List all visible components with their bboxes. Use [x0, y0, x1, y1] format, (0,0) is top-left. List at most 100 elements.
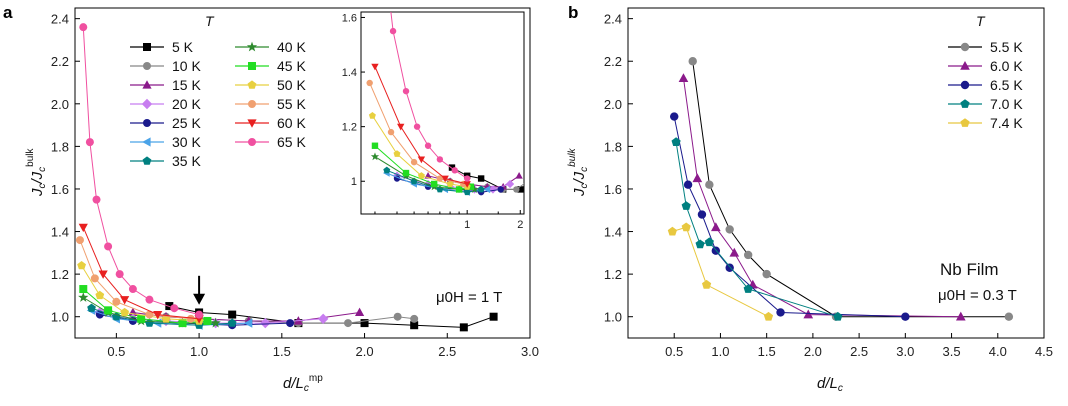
data-point [260, 317, 271, 329]
inset-data-point [463, 188, 471, 196]
legend-label: 55 K [277, 96, 306, 112]
data-point [78, 223, 88, 233]
data-point [702, 279, 712, 289]
inset-data-point [417, 172, 425, 179]
data-point [705, 180, 714, 189]
inset-data-point [397, 123, 405, 131]
panel-b-x-label: d/Lc [817, 375, 843, 394]
series-60-k [78, 223, 204, 324]
inset-data-point [463, 181, 471, 188]
data-point [120, 296, 130, 305]
legend-entry: 5.5 K [948, 39, 1023, 55]
inset-data-point [387, 128, 395, 136]
inset-series-65-k [389, 12, 471, 182]
panel-a-series [75, 23, 498, 332]
data-point [227, 318, 237, 327]
inset-data-point [436, 156, 444, 163]
legend-label: 25 K [172, 115, 201, 131]
legend-entry: 15 K [130, 77, 201, 93]
data-point [98, 270, 108, 279]
inset-data-point [402, 87, 410, 95]
data-point [145, 310, 154, 319]
x-tick-label: 0.5 [107, 344, 125, 359]
data-point [128, 285, 137, 294]
inset-x-tick-label: 2 [517, 219, 523, 231]
x-tick-label: 1.5 [758, 344, 776, 359]
data-point [833, 311, 843, 321]
legend-marker [960, 60, 970, 70]
panel-a-inset: 1 2 1 1.2 1.4 1.6 [342, 12, 524, 231]
y-tick-label: 1.0 [51, 310, 69, 325]
inset-series-45-k [371, 142, 475, 193]
inset-data-point [430, 180, 438, 188]
inset-data-point [477, 185, 485, 193]
legend-marker [960, 118, 970, 127]
legend-entry: 6.5 K [948, 77, 1023, 93]
panel-b: b 0.5 1.0 1.5 2.0 2.5 3.0 3.5 4.0 4.5 1.01.21.41… [567, 3, 1053, 394]
panel-a-arrow-marker [193, 275, 206, 305]
x-tick-label: 2.0 [356, 344, 374, 359]
panel-a-y-ticks: 1.0 1.2 1.4 1.6 1.8 2.0 2.2 2.4 [51, 12, 80, 325]
x-tick-label: 1.0 [711, 344, 729, 359]
y-tick-label: 1.2 [604, 267, 622, 282]
legend-label: 5.5 K [990, 39, 1023, 55]
data-point [228, 310, 237, 319]
inset-data-point [393, 150, 401, 157]
x-tick-label: 4.0 [989, 344, 1007, 359]
panel-b-axes-frame [627, 7, 1045, 339]
inset-data-point [424, 142, 432, 149]
legend-marker [142, 156, 152, 165]
inset-data-point [455, 186, 463, 193]
legend-marker [248, 62, 256, 70]
x-tick-label: 1.5 [273, 344, 291, 359]
data-point [104, 242, 113, 251]
data-point [489, 312, 498, 321]
panel-b-legend: 5.5 K 6.0 K 6.5 K 7.0 K 7.4 K [948, 39, 1023, 131]
data-point [683, 180, 693, 189]
inset-data-point [389, 27, 397, 35]
series-line [675, 142, 838, 318]
panel-a-inset-frame [360, 11, 525, 215]
data-point [75, 236, 84, 245]
legend-marker [960, 80, 970, 90]
legend-label: 60 K [277, 115, 306, 131]
panel-a-axes-frame [74, 7, 531, 339]
y-tick-label: 1.6 [51, 182, 69, 197]
x-tick-label: 3.5 [943, 344, 961, 359]
inset-x-tick-label: 1 [464, 219, 470, 231]
inset-y-tick-label: 1 [351, 176, 357, 188]
inset-data-point [368, 112, 376, 119]
legend-label: 7.4 K [990, 115, 1023, 131]
panel-a-field-annotation: μ0H = 1 T [436, 289, 502, 306]
legend-marker [142, 137, 151, 147]
y-tick-label: 2.0 [604, 97, 622, 112]
data-point [704, 237, 714, 247]
legend-marker [143, 43, 151, 51]
data-point [743, 284, 753, 293]
data-point [344, 319, 352, 328]
legend-marker [141, 98, 153, 110]
inset-data-point [370, 152, 380, 161]
inset-data-point [371, 142, 379, 149]
legend-marker [142, 80, 152, 89]
inset-data-point [497, 186, 504, 193]
legend-entry: 45 K [235, 58, 306, 74]
inset-data-point [371, 63, 379, 71]
inset-data-point [436, 175, 444, 182]
legend-entry: 40 K [235, 39, 306, 55]
legend-entry: 10 K [130, 58, 201, 74]
legend-label: 5 K [172, 39, 194, 55]
data-point [79, 23, 88, 32]
panel-a-label: a [3, 3, 13, 22]
legend-marker [143, 62, 151, 70]
data-point [901, 312, 910, 321]
series-6.5-k [670, 112, 910, 321]
x-tick-label: 2.5 [850, 344, 868, 359]
inset-y-tick-label: 1.6 [342, 12, 357, 24]
panel-b-sample-annotation: Nb Film [940, 260, 999, 279]
data-point [667, 226, 677, 236]
legend-entry: 35 K [130, 153, 201, 169]
data-point [725, 225, 734, 234]
panel-a-x-label: d/Lcmp [283, 373, 323, 394]
